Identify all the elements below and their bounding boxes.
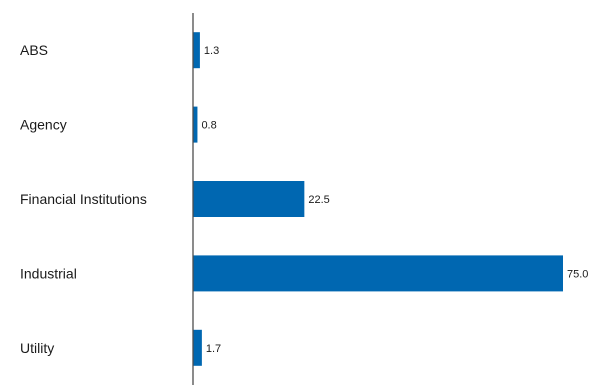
bar-row: Agency 0.8 [20, 106, 217, 143]
bar [193, 32, 200, 69]
value-label: 0.8 [201, 120, 216, 132]
bar [193, 329, 202, 366]
bar [193, 255, 563, 292]
category-label: Utility [20, 340, 54, 356]
value-label: 1.3 [204, 45, 219, 57]
bar [193, 106, 198, 143]
category-label: Agency [20, 117, 67, 133]
value-label: 22.5 [308, 194, 329, 206]
value-label: 1.7 [206, 343, 221, 355]
category-label: Financial Institutions [20, 191, 147, 207]
bar [193, 181, 305, 217]
bar-row: Utility 1.7 [20, 329, 221, 366]
category-label: ABS [20, 42, 48, 58]
category-label: Industrial [20, 265, 77, 281]
bar-row: Industrial 75.0 [20, 255, 588, 292]
bar-row: Financial Institutions 22.5 [20, 181, 330, 217]
bars-group: ABS 1.3 Agency 0.8 Financial Institutions 22.… [20, 32, 588, 366]
bar-row: ABS 1.3 [20, 32, 219, 69]
value-label: 75.0 [567, 268, 588, 280]
